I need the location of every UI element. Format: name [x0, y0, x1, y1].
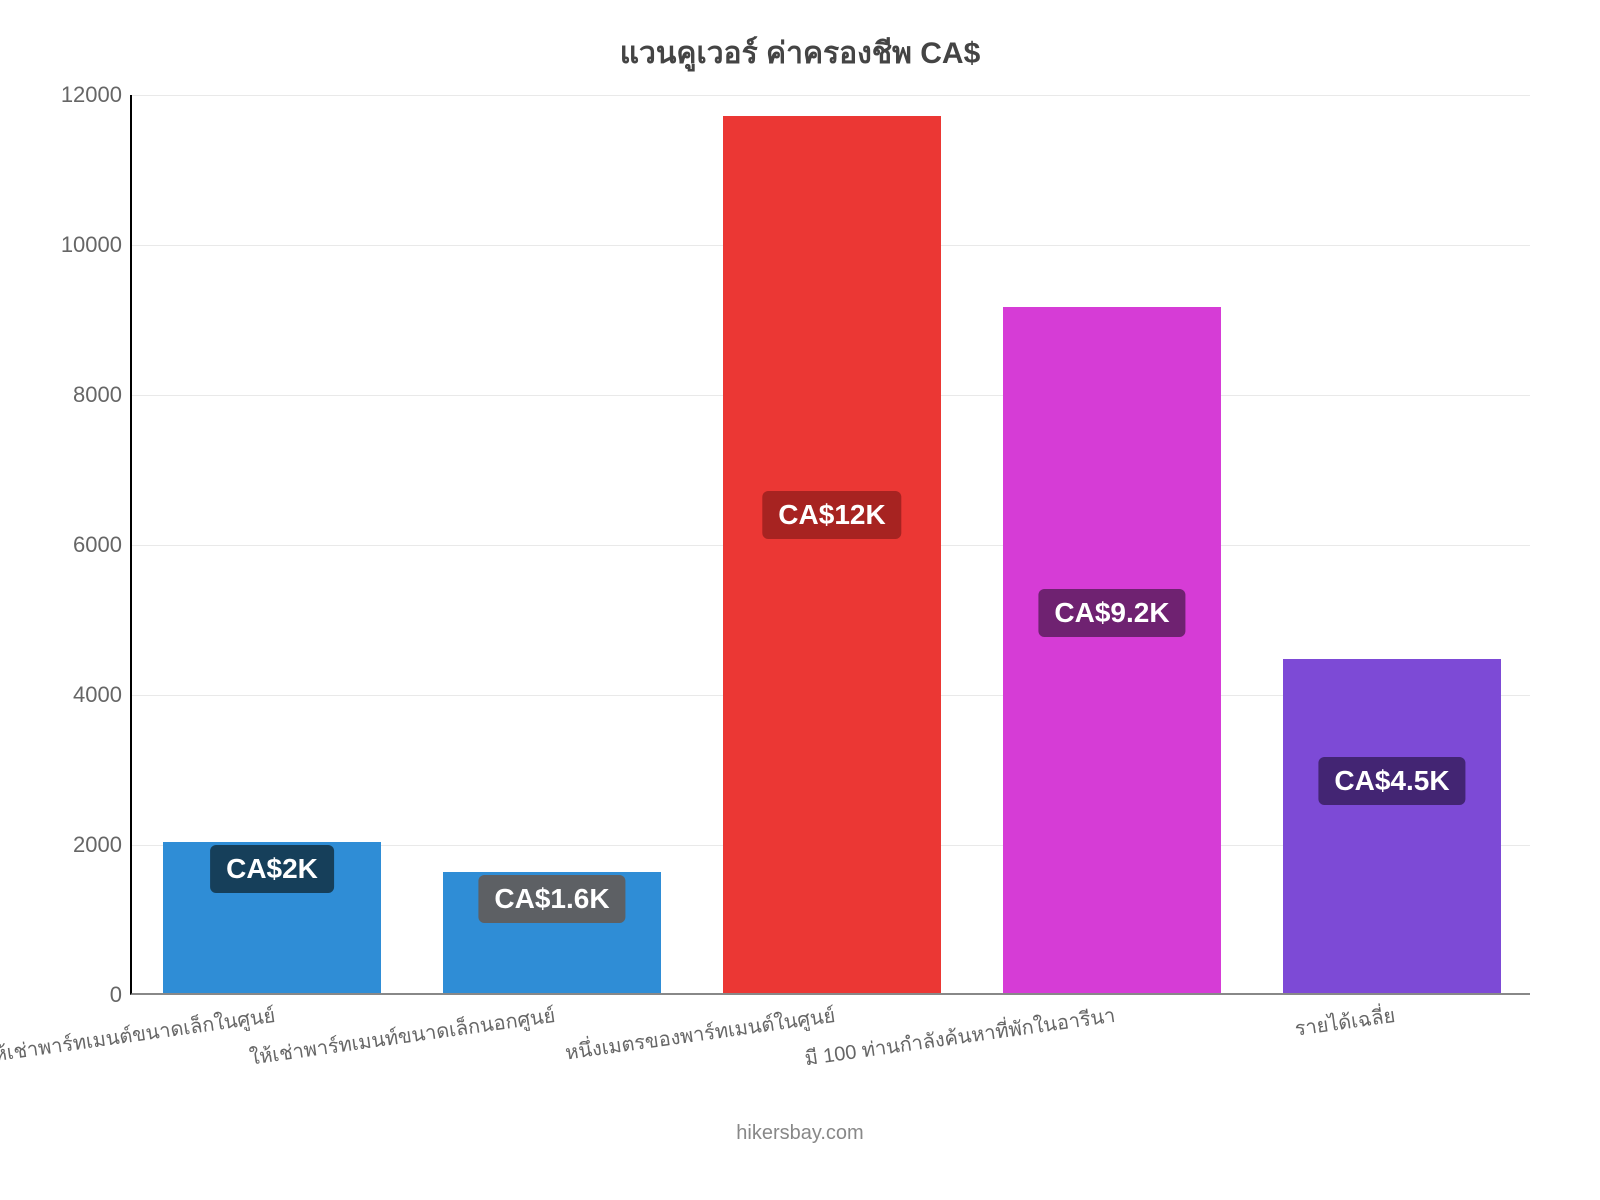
y-tick-label: 12000 [61, 82, 132, 108]
y-tick-label: 8000 [73, 382, 132, 408]
y-tick-label: 2000 [73, 832, 132, 858]
x-tick-label: หนึ่งเมตรของพาร์ทเมนต์ในศูนย์ [562, 993, 837, 1069]
bar [1283, 659, 1501, 993]
bar [723, 116, 941, 994]
bar-value-label: CA$12K [762, 491, 901, 539]
attribution-text: hikersbay.com [0, 1122, 1600, 1145]
bar [1003, 307, 1221, 993]
x-tick-label: รายได้เฉลี่ย [1292, 993, 1397, 1045]
plot-area: 020004000600080001000012000CA$2Kให้เช่าพ… [130, 95, 1530, 995]
y-tick-label: 6000 [73, 532, 132, 558]
bar-value-label: CA$2K [210, 845, 334, 893]
bar-value-label: CA$4.5K [1318, 757, 1465, 805]
chart-container: แวนคูเวอร์ ค่าครองชีพ CA$ 02000400060008… [0, 0, 1600, 1200]
x-tick-label: ให้เช่าพาร์ทเมนท์ขนาดเล็กนอกศูนย์ [247, 993, 558, 1074]
grid-line [132, 95, 1530, 96]
y-tick-label: 0 [110, 982, 132, 1008]
y-tick-label: 4000 [73, 682, 132, 708]
bar-value-label: CA$1.6K [478, 875, 625, 923]
chart-title: แวนคูเวอร์ ค่าครองชีพ CA$ [0, 30, 1600, 77]
x-tick-label: ให้เช่าพาร์ทเมนต์ขนาดเล็กในศูนย์ [0, 993, 277, 1072]
y-tick-label: 10000 [61, 232, 132, 258]
x-tick-label: มี 100 ท่านกำลังค้นหาที่พักในอารีนา [802, 993, 1118, 1074]
bar-value-label: CA$9.2K [1038, 589, 1185, 637]
